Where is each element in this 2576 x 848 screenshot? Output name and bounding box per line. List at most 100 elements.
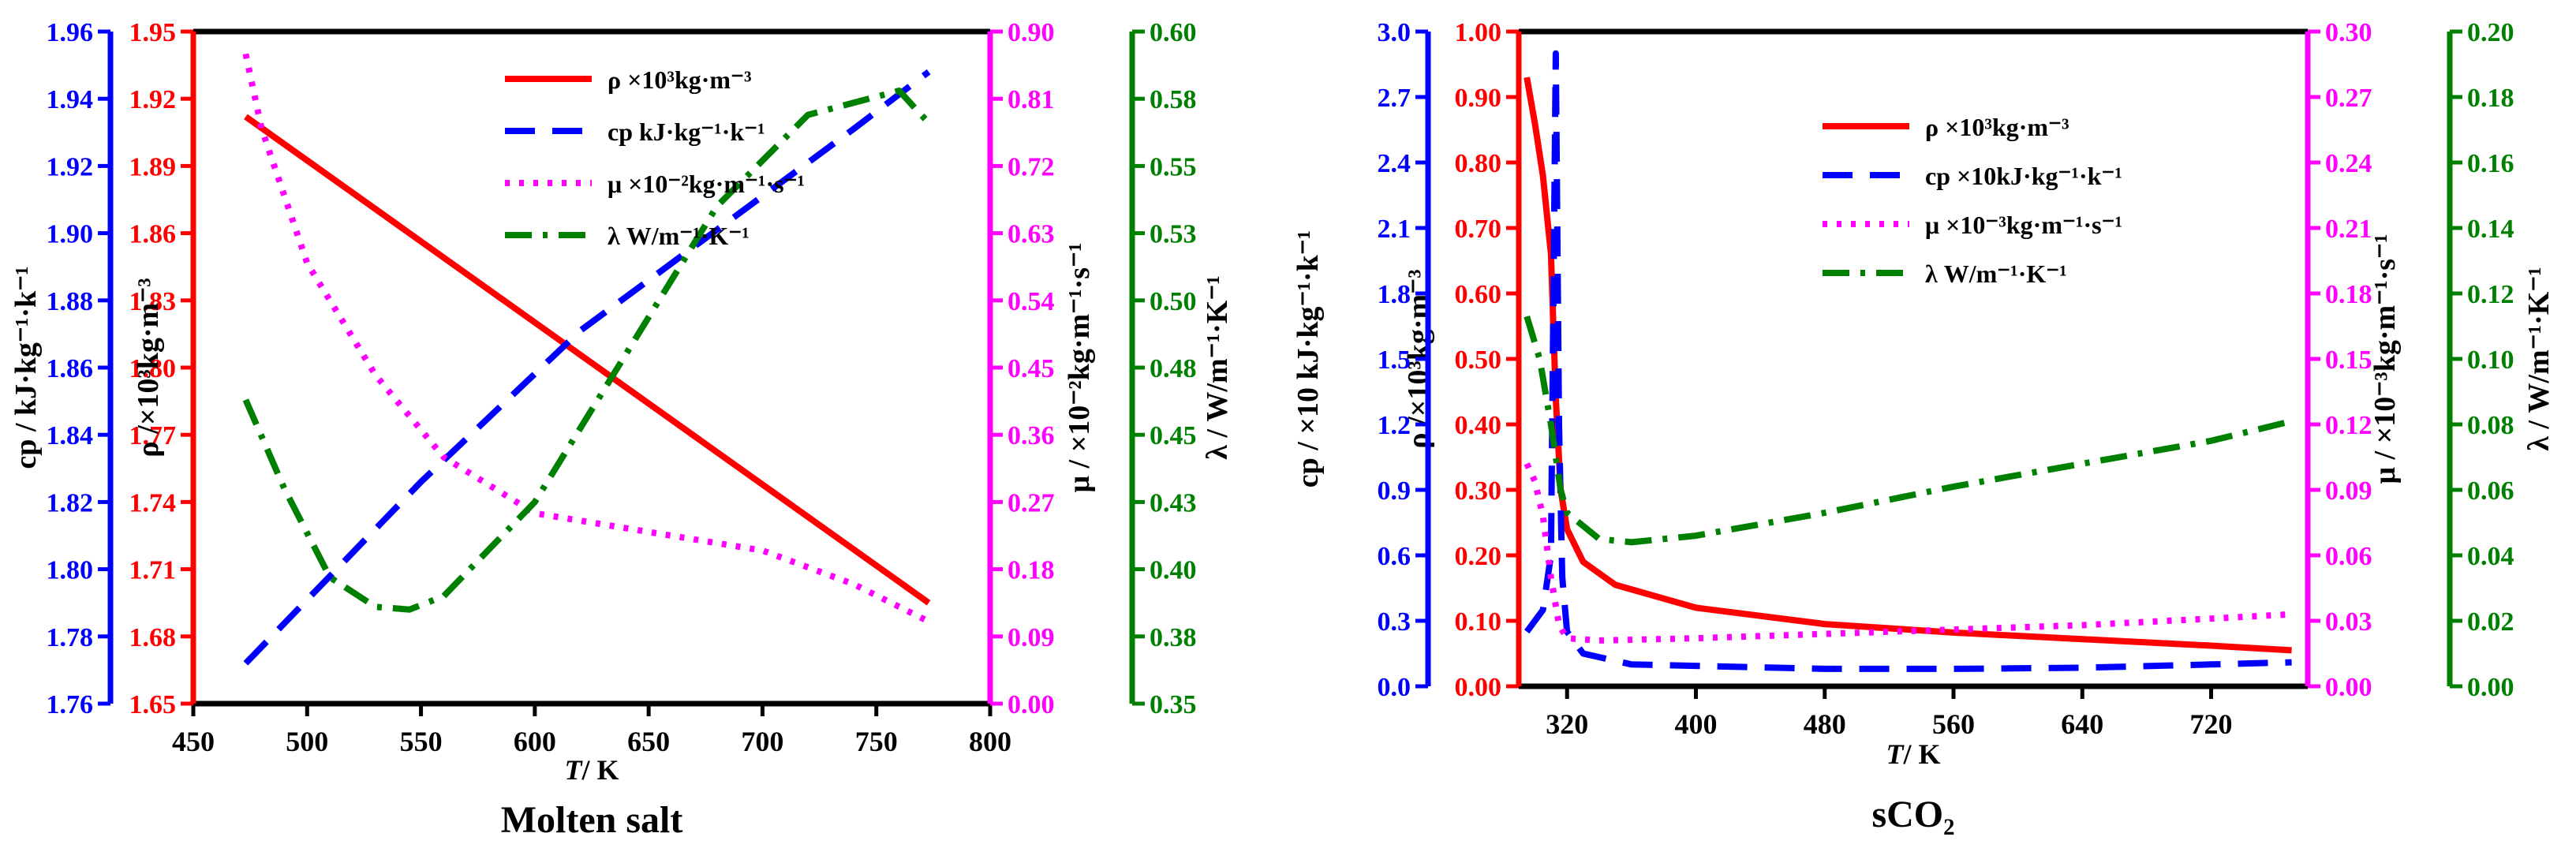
mu-y-axis-label: μ / ×10⁻²kg·m⁻¹·s⁻¹ [1063, 242, 1096, 492]
cp-y-tick-label: 1.8 [1378, 280, 1411, 309]
legend-label-rho: ρ ×10³kg·m⁻³ [608, 65, 752, 94]
rho-y-tick-label: 1.89 [129, 152, 177, 181]
rho-y-tick-label: 1.92 [129, 85, 177, 114]
cp-y-axis-label: cp / ×10 kJ·kg⁻¹·k⁻¹ [1292, 230, 1325, 488]
x-tick-label: 650 [627, 726, 670, 757]
rho-series-line [244, 114, 931, 606]
cp-y-tick-label: 1.86 [47, 354, 94, 383]
mu-y-tick-label: 0.06 [2325, 542, 2372, 571]
legend-label-mu: μ ×10⁻²kg·m⁻¹·s⁻¹ [608, 170, 805, 198]
x-tick-label: 640 [2061, 708, 2103, 740]
mu-y-tick-label: 0.81 [1008, 85, 1055, 114]
lambda-y-tick-label: 0.35 [1150, 690, 1197, 719]
legend-label-cp: cp kJ·kg⁻¹·k⁻¹ [608, 118, 765, 146]
rho-y-tick-label: 1.74 [129, 488, 177, 517]
rho-y-tick-label: 1.77 [129, 421, 177, 450]
x-tick-label: 480 [1804, 708, 1846, 740]
mu-y-tick-label: 0.15 [2325, 346, 2372, 375]
rho-y-tick-label: 1.65 [129, 690, 177, 719]
x-tick-label: 500 [286, 726, 328, 757]
cp-y-tick-label: 1.88 [47, 287, 94, 316]
rho-y-tick-label: 0.80 [1455, 149, 1502, 178]
rho-y-tick-label: 0.60 [1455, 280, 1502, 309]
molten-salt-chart: 450 500 550 600 650 700 750 800 T/ K Molten salt 1… [9, 18, 1234, 841]
cp-y-tick-label: 0.6 [1378, 542, 1411, 571]
rho-y-tick-label: 1.83 [129, 287, 177, 316]
cp-y-tick-label: 0.9 [1378, 476, 1411, 506]
cp-y-tick-label: 1.94 [47, 85, 94, 114]
lambda-y-axis-label: λ / W/m⁻¹·K⁻¹ [2522, 267, 2555, 451]
x-tick-label: 450 [172, 726, 215, 757]
lambda-y-tick-label: 0.18 [2467, 84, 2514, 113]
mu-y-tick-label: 0.36 [1008, 421, 1055, 450]
x-tick-label: 700 [741, 726, 783, 757]
mu-y-axis-label: μ / ×10⁻³kg·m⁻¹·s⁻¹ [2368, 233, 2402, 484]
rho-y-tick-label: 0.00 [1455, 673, 1502, 702]
mu-y-tick-label: 0.03 [2325, 607, 2372, 637]
lambda-y-tick-label: 0.45 [1150, 421, 1197, 450]
cp-y-tick-label: 0.0 [1378, 673, 1411, 702]
sco2-chart: 320 400 480 560 640 720 T/ K sCO₂ 0.00 0.10 0.20 0.… [1292, 18, 2555, 835]
mu-y-tick-label: 0.63 [1008, 220, 1055, 249]
lambda-y-tick-label: 0.53 [1150, 220, 1197, 249]
lambda-y-tick-label: 0.20 [2467, 18, 2514, 47]
lambda-y-tick-label: 0.58 [1150, 85, 1197, 114]
mu-y-tick-label: 0.21 [2325, 215, 2372, 244]
cp-y-tick-label: 2.4 [1378, 149, 1411, 178]
mu-series-line [1524, 462, 2292, 644]
lambda-series-line [242, 88, 932, 613]
mu-y-tick-label: 0.27 [1008, 488, 1055, 517]
lambda-y-tick-label: 0.08 [2467, 411, 2514, 440]
x-tick-label: 560 [1932, 708, 1975, 740]
cp-series-line [243, 69, 931, 666]
rho-series-line [1524, 77, 2292, 654]
lambda-y-tick-label: 0.10 [2467, 346, 2514, 375]
lambda-y-tick-label: 0.12 [2467, 280, 2514, 309]
cp-y-tick-label: 1.2 [1378, 411, 1411, 440]
mu-y-tick-label: 0.12 [2325, 411, 2372, 440]
cp-y-tick-label: 1.84 [47, 421, 94, 450]
x-tick-label: 600 [514, 726, 556, 757]
mu-y-tick-label: 0.24 [2325, 149, 2372, 178]
rho-y-tick-label: 0.10 [1455, 607, 1502, 637]
lambda-y-tick-label: 0.48 [1150, 354, 1197, 383]
x-tick-label: 550 [400, 726, 443, 757]
legend-label-rho: ρ ×10³kg·m⁻³ [1925, 113, 2069, 141]
cp-y-axis-label: cp / kJ·kg⁻¹·k⁻¹ [9, 266, 43, 469]
mu-y-tick-label: 0.45 [1008, 354, 1055, 383]
cp-y-tick-label: 1.78 [47, 623, 94, 652]
lambda-y-tick-label: 0.02 [2467, 607, 2514, 637]
chart-title: sCO₂ [1871, 794, 1954, 835]
x-tick-label: 400 [1674, 708, 1717, 740]
rho-y-tick-label: 1.95 [129, 18, 177, 47]
mu-y-tick-label: 0.00 [2325, 673, 2372, 702]
legend-label-lambda: λ W/m⁻¹·K⁻¹ [1925, 260, 2067, 288]
x-tick-label: 800 [969, 726, 1011, 757]
lambda-series-line [1524, 315, 2293, 546]
lambda-y-tick-label: 0.14 [2467, 215, 2514, 244]
cp-y-tick-label: 1.96 [47, 18, 94, 47]
x-tick-label: 720 [2190, 708, 2233, 740]
cp-y-tick-label: 1.90 [47, 220, 94, 249]
rho-y-tick-label: 0.70 [1455, 215, 1502, 244]
x-tick-label: 750 [855, 726, 898, 757]
legend-label-lambda: λ W/m⁻¹·K⁻¹ [608, 222, 750, 250]
mu-y-tick-label: 0.54 [1008, 287, 1055, 316]
rho-y-tick-label: 1.86 [129, 220, 177, 249]
rho-y-tick-label: 0.40 [1455, 411, 1502, 440]
lambda-y-tick-label: 0.04 [2467, 542, 2514, 571]
chart-title: Molten salt [501, 799, 683, 841]
cp-y-tick-label: 1.82 [47, 488, 94, 517]
lambda-y-tick-label: 0.16 [2467, 149, 2514, 178]
mu-series-line [242, 53, 930, 625]
cp-y-tick-label: 3.0 [1378, 18, 1411, 47]
lambda-y-tick-label: 0.55 [1150, 152, 1197, 181]
rho-y-axis-label: ρ /×10³kg·m⁻³ [132, 278, 165, 457]
mu-y-tick-label: 0.00 [1008, 690, 1055, 719]
cp-y-tick-label: 1.76 [47, 690, 94, 719]
cp-y-tick-label: 1.92 [47, 152, 94, 181]
mu-y-tick-label: 0.18 [1008, 556, 1055, 585]
lambda-y-tick-label: 0.00 [2467, 673, 2514, 702]
rho-y-tick-label: 1.71 [129, 556, 177, 585]
lambda-y-tick-label: 0.50 [1150, 287, 1197, 316]
